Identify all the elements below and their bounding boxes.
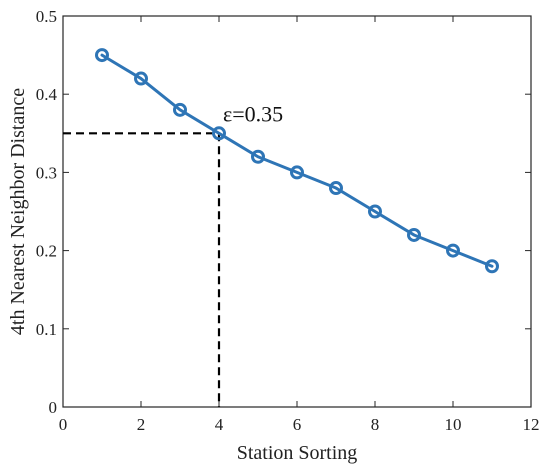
data-point: [251, 149, 265, 164]
data-point: [173, 102, 187, 117]
y-tick-label: 0.2: [36, 242, 57, 261]
data-point: [368, 204, 382, 219]
data-point: [95, 48, 109, 63]
y-axis-label: 4th Nearest Neighbor Distance: [7, 88, 29, 335]
y-tick-label: 0.4: [36, 85, 58, 104]
data-point: [485, 259, 499, 274]
x-tick-label: 2: [137, 415, 146, 434]
x-tick-label: 8: [371, 415, 380, 434]
x-tick-label: 12: [523, 415, 540, 434]
series-layer: [95, 48, 499, 274]
y-tick-label: 0.5: [36, 7, 57, 26]
x-axis-label: Station Sorting: [237, 442, 358, 464]
data-point: [134, 71, 148, 86]
y-tick-label: 0.1: [36, 320, 57, 339]
x-tick-label: 0: [59, 415, 68, 434]
data-point: [446, 243, 460, 258]
data-point: [290, 165, 304, 180]
tick-labels: 0 2 4 6 8 10 12 0 0.1 0.2 0.3 0.4 0.5: [36, 7, 540, 434]
data-point: [212, 126, 226, 141]
epsilon-annotation: ε=0.35: [223, 101, 283, 126]
reference-lines: [63, 132, 221, 407]
y-tick-label: 0.3: [36, 163, 57, 182]
x-tick-label: 6: [293, 415, 302, 434]
x-tick-label: 10: [445, 415, 462, 434]
data-point: [329, 181, 343, 196]
ticks: [62, 15, 532, 408]
x-tick-label: 4: [215, 415, 224, 434]
y-tick-label: 0: [49, 398, 58, 417]
series-line: [100, 53, 494, 268]
data-point: [407, 227, 421, 242]
